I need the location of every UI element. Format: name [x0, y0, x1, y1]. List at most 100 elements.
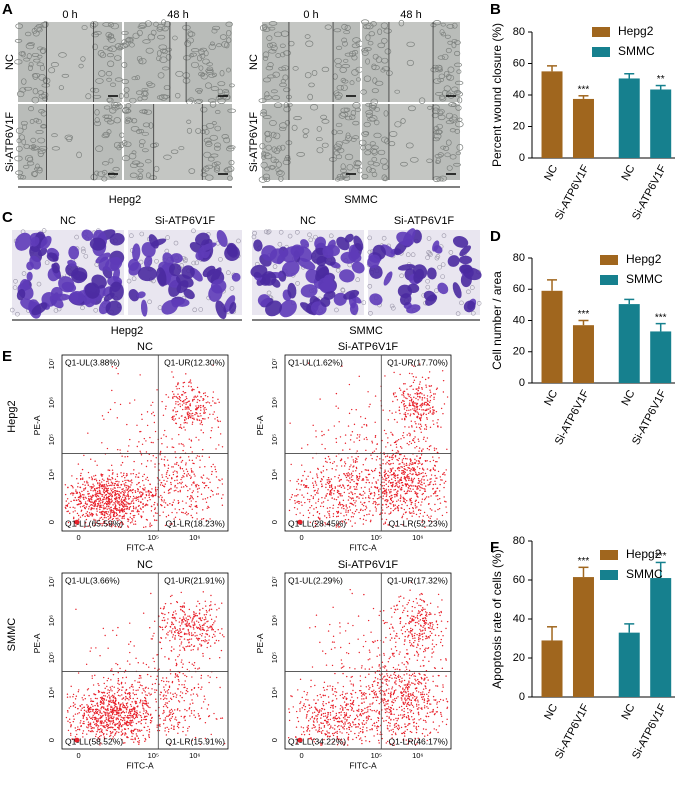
event-dot [132, 514, 135, 517]
cell [438, 175, 448, 182]
event-dot [194, 505, 196, 507]
event-dot [374, 486, 377, 488]
cell [352, 50, 359, 55]
event-dot [428, 445, 431, 448]
event-dot [69, 493, 72, 495]
event-dot [214, 466, 216, 468]
event-dot [100, 700, 102, 703]
event-dot [88, 493, 90, 495]
event-dot [94, 490, 97, 492]
event-dot [374, 435, 377, 437]
event-dot [159, 450, 162, 453]
event-dot [108, 514, 111, 516]
cell [348, 114, 356, 121]
event-dot [203, 487, 206, 489]
event-dot [167, 514, 170, 517]
event-dot [405, 492, 407, 494]
event-dot [394, 396, 396, 398]
cell [195, 88, 203, 93]
event-dot [412, 381, 415, 384]
event-dot [336, 510, 338, 513]
event-dot [323, 433, 325, 436]
event-dot [156, 512, 158, 515]
event-dot [414, 469, 416, 471]
event-dot [218, 401, 220, 404]
cell [114, 43, 124, 50]
row-label: Si-ATP6V1F [248, 112, 260, 173]
event-dot [150, 404, 152, 406]
event-dot [107, 500, 109, 503]
event-dot [189, 497, 192, 499]
time-label: 48 h [167, 9, 188, 21]
event-dot [404, 483, 407, 485]
event-dot [97, 504, 100, 506]
event-dot [356, 477, 358, 479]
event-dot [161, 500, 163, 502]
event-dot [421, 501, 423, 503]
event-dot [113, 728, 115, 731]
event-dot [416, 466, 419, 468]
cell [339, 269, 355, 283]
event-dot [86, 482, 88, 484]
event-dot [303, 483, 305, 486]
event-dot [445, 506, 447, 508]
event-dot [206, 507, 208, 509]
event-dot [373, 450, 376, 452]
event-dot [70, 726, 72, 728]
event-dot [114, 507, 116, 509]
pore [81, 249, 86, 254]
pore [425, 284, 431, 290]
event-dot [401, 515, 404, 517]
cell [307, 93, 314, 101]
event-dot [111, 389, 113, 392]
event-dot [139, 702, 141, 704]
pore [44, 260, 50, 265]
event-dot [400, 479, 403, 482]
event-dot [425, 384, 427, 386]
event-dot [351, 492, 353, 494]
event-dot [98, 684, 100, 687]
event-dot [300, 501, 302, 503]
event-dot [374, 436, 377, 438]
event-dot [116, 496, 118, 498]
event-dot [120, 712, 122, 714]
event-dot [135, 728, 137, 730]
event-dot [432, 456, 434, 458]
event-dot [352, 515, 354, 518]
event-dot [384, 490, 386, 492]
event-dot [98, 691, 101, 693]
event-dot [163, 499, 166, 501]
event-dot [335, 469, 337, 471]
pore [440, 262, 446, 267]
cell [78, 63, 84, 69]
event-dot [125, 498, 127, 500]
event-dot [93, 478, 96, 481]
event-dot [175, 489, 177, 492]
event-dot [139, 374, 141, 376]
event-dot [87, 490, 89, 493]
cell [51, 146, 61, 151]
event-dot [79, 474, 82, 477]
cell [129, 97, 137, 104]
event-dot [85, 710, 87, 712]
event-dot [119, 515, 121, 517]
event-dot [396, 484, 398, 486]
cell [352, 102, 361, 109]
event-dot [403, 400, 405, 403]
event-dot [177, 403, 179, 406]
event-dot [207, 505, 209, 508]
event-dot [190, 439, 192, 441]
event-dot [290, 496, 293, 498]
event-dot [217, 426, 220, 428]
event-dot [194, 484, 197, 486]
event-dot [111, 695, 113, 697]
event-dot [120, 484, 122, 486]
event-dot [429, 401, 431, 403]
event-dot [199, 466, 201, 468]
event-dot [329, 506, 331, 509]
cell [430, 67, 439, 73]
cell [21, 124, 28, 130]
event-dot [101, 485, 103, 487]
event-dot [429, 385, 431, 388]
event-dot [386, 461, 388, 464]
